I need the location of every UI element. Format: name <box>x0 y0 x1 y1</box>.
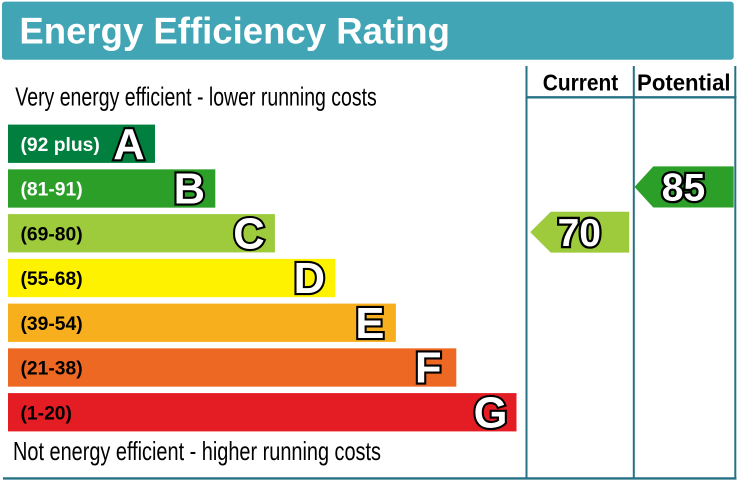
svg-text:(55-68): (55-68) <box>21 269 83 290</box>
svg-text:Very energy efficient - lower: Very energy efficient - lower running co… <box>15 82 377 112</box>
svg-text:E: E <box>355 300 384 348</box>
svg-text:B: B <box>174 166 205 214</box>
svg-text:D: D <box>294 255 325 303</box>
svg-text:Not energy efficient - higher: Not energy efficient - higher running co… <box>13 436 381 466</box>
svg-text:Potential: Potential <box>637 70 731 96</box>
svg-text:G: G <box>474 389 508 437</box>
svg-text:A: A <box>113 121 144 169</box>
svg-text:(21-38): (21-38) <box>21 359 83 380</box>
svg-text:C: C <box>233 210 264 258</box>
svg-text:85: 85 <box>662 166 705 209</box>
svg-text:70: 70 <box>558 212 601 255</box>
svg-text:Energy Efficiency Rating: Energy Efficiency Rating <box>19 11 450 52</box>
svg-text:(81-91): (81-91) <box>21 180 83 201</box>
svg-text:(92 plus): (92 plus) <box>21 135 100 156</box>
svg-text:(39-54): (39-54) <box>21 314 83 335</box>
svg-text:(69-80): (69-80) <box>21 224 83 245</box>
svg-text:Current: Current <box>543 70 619 96</box>
svg-text:F: F <box>415 345 442 393</box>
svg-text:(1-20): (1-20) <box>21 403 72 424</box>
